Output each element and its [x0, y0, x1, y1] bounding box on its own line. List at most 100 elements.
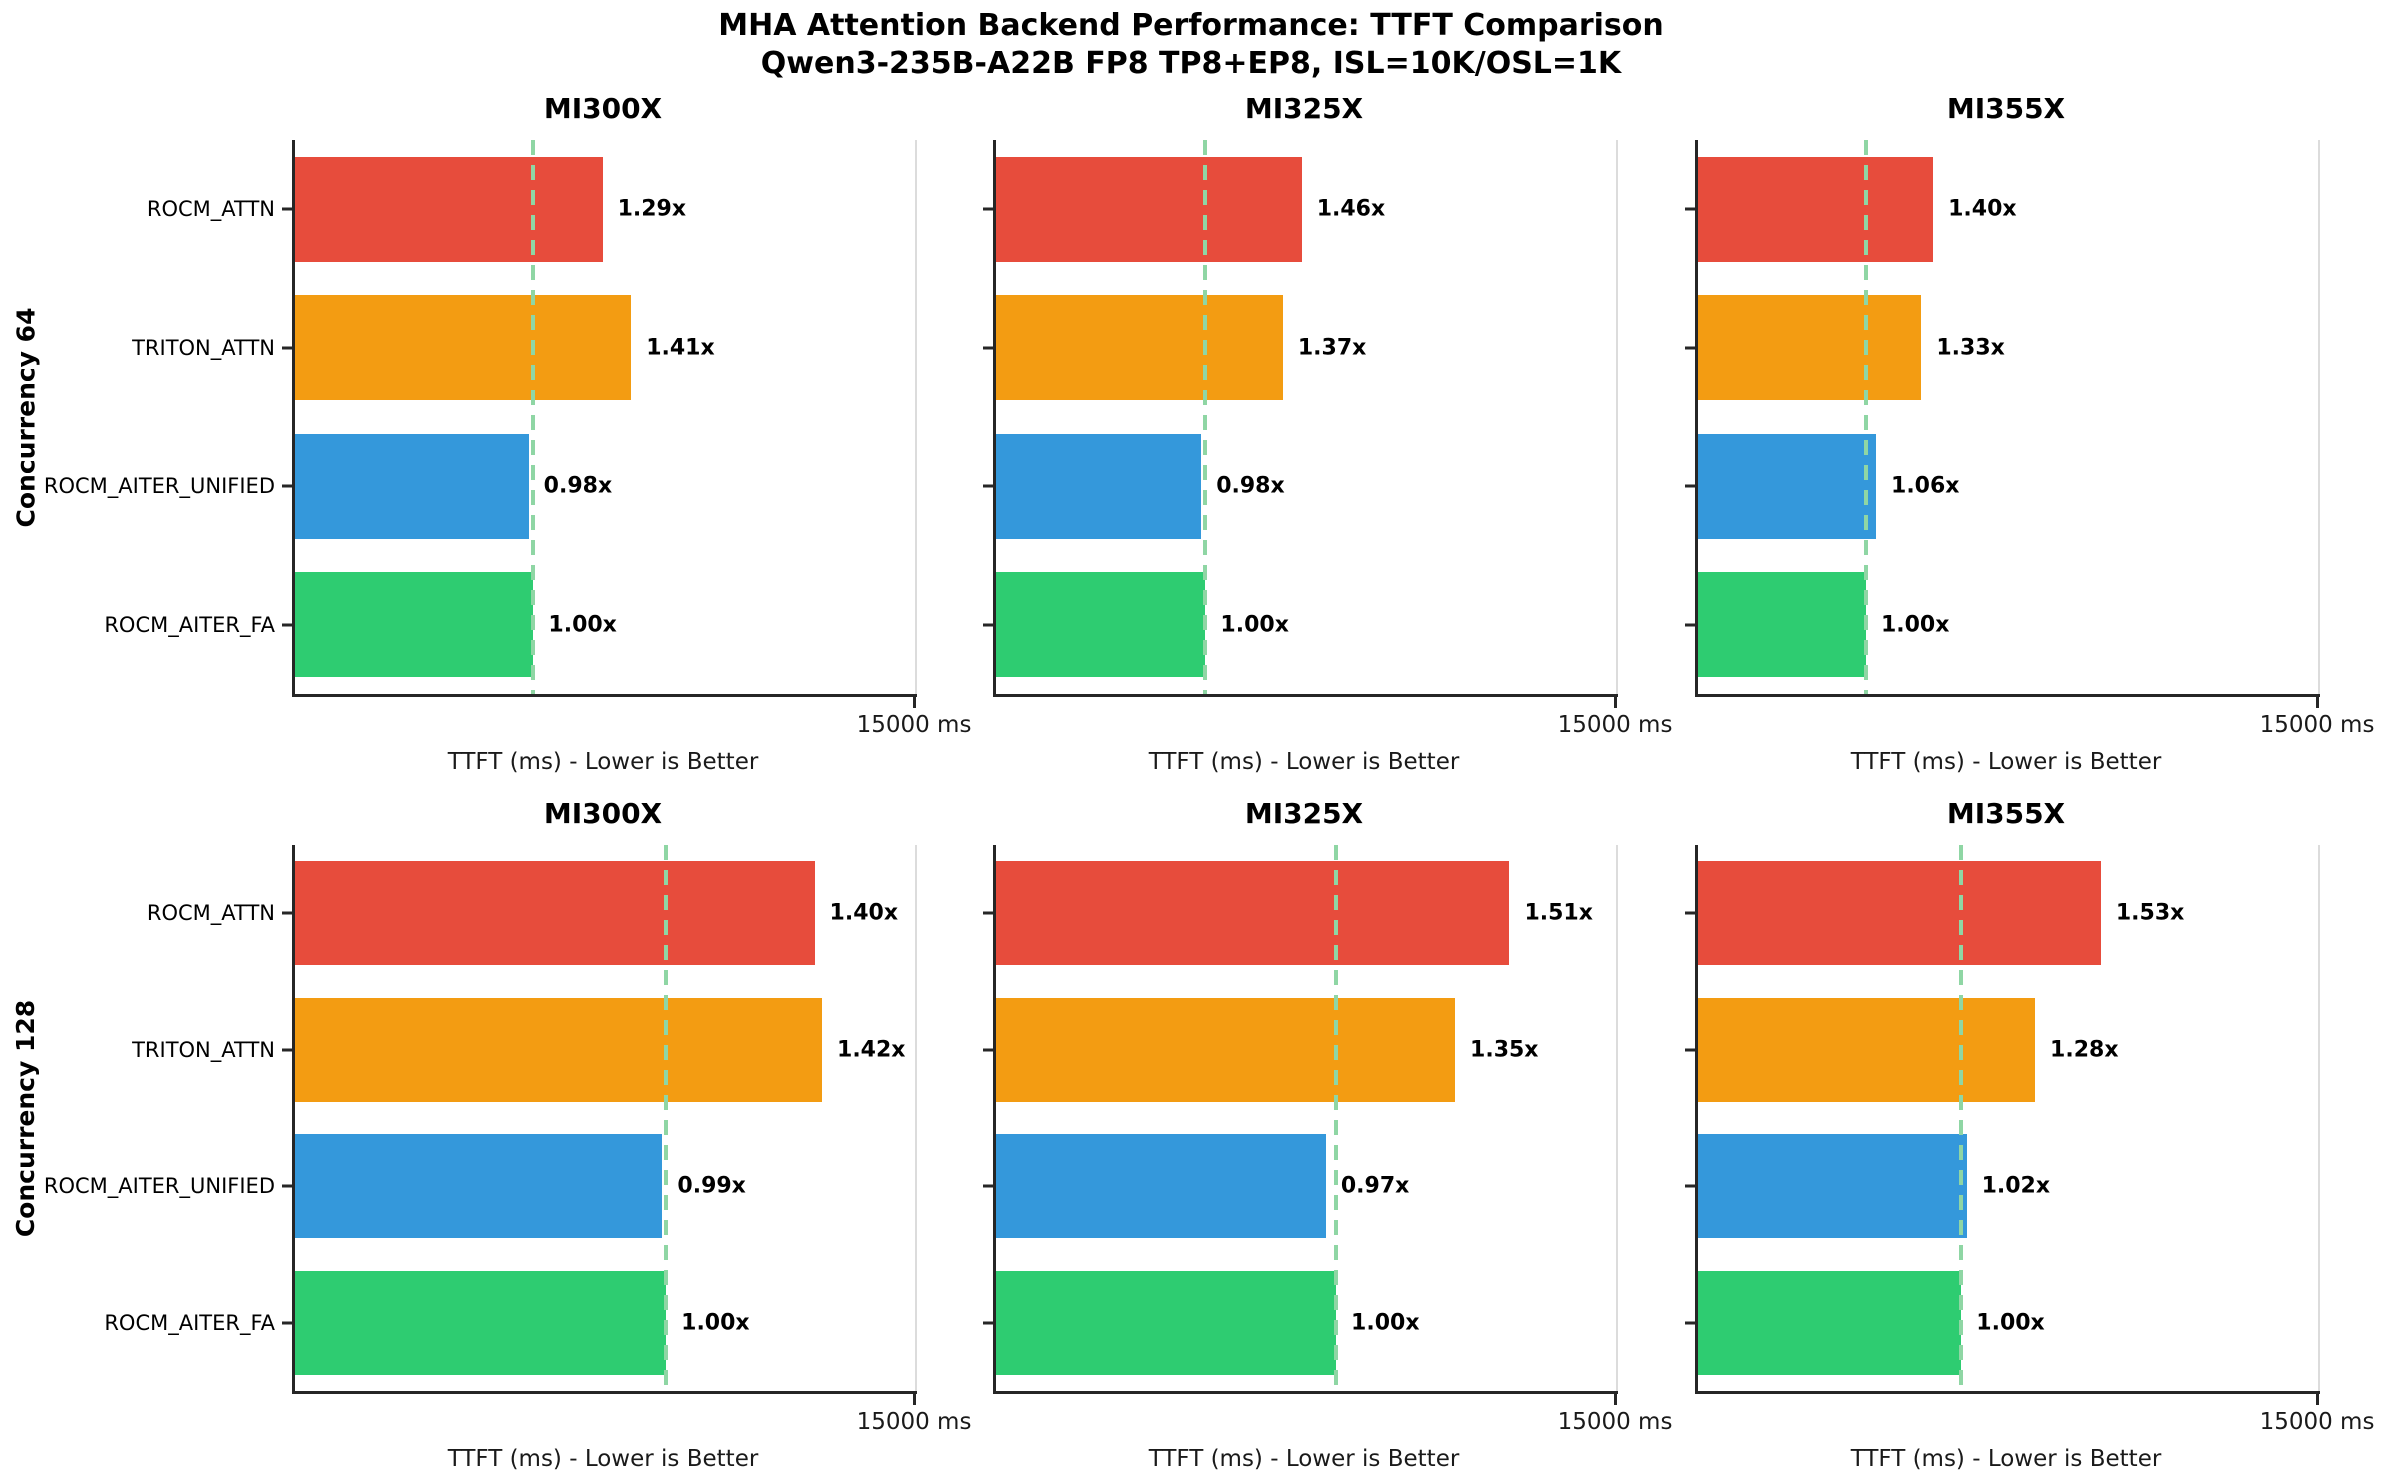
plot-area-mi325x-r0: 1.46x 1.37x 0.98x 1.00x	[983, 140, 1618, 697]
y-tick	[282, 911, 293, 915]
ratio-label-triton_attn: 1.35x	[1470, 1037, 1539, 1063]
gridline-15000ms	[1616, 845, 1618, 1391]
x-tick-15000ms	[1614, 697, 1617, 708]
bar-rocm_aiter_unified	[1698, 434, 1877, 539]
plot-area-mi300x-r0: ROCM_ATTN 1.29x TRITON_ATTN 1.41x ROCM_AITER…	[44, 140, 917, 697]
bar-triton_attn	[295, 295, 632, 400]
y-tick	[282, 484, 293, 488]
category-label-rocm_aiter_fa: ROCM_AITER_FA	[104, 1310, 275, 1335]
bar-rocm_aiter_fa	[996, 572, 1206, 677]
ratio-label-rocm_attn: 1.40x	[1948, 196, 2017, 222]
ratio-label-rocm_attn: 1.51x	[1524, 900, 1593, 926]
y-tick	[282, 207, 293, 211]
bar-rocm_attn	[1698, 861, 2101, 965]
baseline-dashed-line	[1203, 140, 1208, 694]
bar-rocm_attn	[1698, 157, 1934, 262]
x-axis-label: TTFT (ms) - Lower is Better	[447, 1446, 759, 1472]
y-tick	[282, 623, 293, 627]
x-tick-15000ms	[913, 1394, 916, 1405]
ratio-label-rocm_aiter_fa: 1.00x	[1220, 612, 1289, 638]
y-tick	[983, 1184, 994, 1188]
plot-area-mi355x-r0: 1.40x 1.33x 1.06x 1.00x	[1685, 140, 2320, 697]
ratio-label-triton_attn: 1.33x	[1936, 335, 2005, 361]
category-label-rocm_aiter_unified: ROCM_AITER_UNIFIED	[43, 474, 275, 499]
category-label-rocm_attn: ROCM_ATTN	[146, 197, 275, 222]
category-label-rocm_attn: ROCM_ATTN	[146, 901, 275, 926]
category-label-rocm_aiter_unified: ROCM_AITER_UNIFIED	[43, 1174, 275, 1199]
chart-subtitle: Qwen3-235B-A22B FP8 TP8+EP8, ISL=10K/OSL…	[760, 46, 1622, 81]
y-tick	[1685, 1321, 1696, 1325]
x-tick-15000ms	[913, 697, 916, 708]
bar-rocm_aiter_fa	[295, 572, 534, 677]
baseline-dashed-line	[531, 140, 536, 694]
ratio-label-rocm_attn: 1.29x	[617, 196, 687, 222]
ratio-label-triton_attn: 1.37x	[1297, 335, 1367, 361]
y-tick	[983, 1048, 994, 1052]
y-tick	[1685, 1048, 1696, 1052]
x-axis-label: TTFT (ms) - Lower is Better	[1850, 749, 2162, 775]
bar-rocm_aiter_fa	[1698, 572, 1866, 677]
row-label-text: Concurrency 128	[11, 999, 41, 1237]
ratio-label-rocm_aiter_unified: 0.99x	[677, 1173, 746, 1199]
subplot-title-mi325x-r0: MI325X	[1244, 92, 1364, 125]
chart-title: MHA Attention Backend Performance: TTFT …	[718, 8, 1664, 43]
y-tick	[983, 1321, 994, 1325]
ratio-label-triton_attn: 1.41x	[646, 335, 715, 361]
y-tick	[1685, 911, 1696, 915]
x-axis-label: TTFT (ms) - Lower is Better	[447, 749, 759, 775]
subplot-title-mi355x-r1: MI355X	[1946, 797, 2066, 830]
ratio-label-rocm_aiter_unified: 1.02x	[1981, 1173, 2051, 1199]
ratio-label-rocm_aiter_unified: 0.98x	[1216, 473, 1285, 499]
gridline-15000ms	[915, 845, 917, 1391]
category-label-triton_attn: TRITON_ATTN	[132, 1037, 275, 1062]
baseline-dashed-line	[1863, 140, 1868, 694]
x-tick-label-15000ms: 15000 ms	[856, 1409, 972, 1435]
bar-rocm_aiter_unified	[295, 434, 529, 539]
category-label-triton_attn: TRITON_ATTN	[132, 335, 275, 360]
bar-triton_attn	[996, 998, 1456, 1102]
subplot-title-mi355x-r0: MI355X	[1946, 92, 2066, 125]
bar-triton_attn	[1698, 295, 1922, 400]
ratio-label-triton_attn: 1.28x	[2050, 1037, 2119, 1063]
x-tick-15000ms	[2316, 697, 2319, 708]
y-tick	[983, 207, 994, 211]
x-tick-label-15000ms: 15000 ms	[856, 712, 972, 738]
gridline-15000ms	[1616, 140, 1618, 694]
bar-triton_attn	[1698, 998, 2036, 1102]
bar-rocm_aiter_fa	[996, 1271, 1337, 1375]
ratio-label-rocm_aiter_unified: 1.06x	[1891, 473, 1960, 499]
subplot-title-mi325x-r1: MI325X	[1244, 797, 1364, 830]
ratio-label-rocm_aiter_fa: 1.00x	[1880, 612, 1950, 638]
bar-rocm_aiter_fa	[1698, 1271, 1962, 1375]
bar-rocm_aiter_fa	[295, 1271, 667, 1375]
gridline-15000ms	[2318, 140, 2320, 694]
y-tick	[983, 346, 994, 350]
y-tick	[1685, 1184, 1696, 1188]
ratio-label-triton_attn: 1.42x	[837, 1037, 906, 1063]
y-tick	[1685, 484, 1696, 488]
x-axis-label: TTFT (ms) - Lower is Better	[1850, 1446, 2162, 1472]
ratio-label-rocm_attn: 1.53x	[2115, 900, 2185, 926]
gridline-15000ms	[915, 140, 917, 694]
subplot-title-mi300x-r0: MI300X	[543, 92, 663, 125]
plot-area-mi300x-r1: ROCM_ATTN 1.40x TRITON_ATTN 1.42x ROCM_AITER…	[44, 845, 917, 1394]
ratio-label-rocm_aiter_fa: 1.00x	[548, 612, 617, 638]
x-tick-label-15000ms: 15000 ms	[2259, 712, 2375, 738]
gridline-15000ms	[2318, 845, 2320, 1391]
bar-triton_attn	[996, 295, 1283, 400]
x-axis-label: TTFT (ms) - Lower is Better	[1148, 749, 1460, 775]
y-tick	[983, 484, 994, 488]
y-tick	[1685, 346, 1696, 350]
x-tick-15000ms	[2316, 1394, 2319, 1405]
row-label-concurrency-64: Concurrency 64	[2, 140, 50, 694]
row-label-concurrency-128: Concurrency 128	[2, 845, 50, 1391]
x-tick-label-15000ms: 15000 ms	[2259, 1409, 2375, 1435]
y-tick	[282, 1184, 293, 1188]
y-tick	[282, 1048, 293, 1052]
baseline-dashed-line	[664, 845, 669, 1391]
x-tick-label-15000ms: 15000 ms	[1557, 712, 1673, 738]
baseline-dashed-line	[1959, 845, 1964, 1391]
ratio-label-rocm_aiter_unified: 0.98x	[543, 473, 613, 499]
y-tick	[1685, 623, 1696, 627]
